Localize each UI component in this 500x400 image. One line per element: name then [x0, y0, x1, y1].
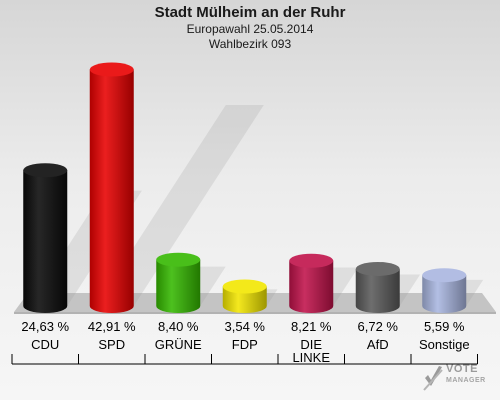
bar [222, 286, 267, 313]
bar [355, 268, 400, 313]
category-label: FDP [232, 337, 258, 352]
bar-shadow [95, 104, 264, 307]
vote-manager-logo: VOTE MANAGER [422, 362, 494, 396]
bar [289, 260, 334, 313]
value-labels: 24,63 % 42,91 % 8,40 % 3,54 % 8,21 % 6,72 % 5,… [21, 319, 465, 334]
bar-top [289, 253, 334, 268]
category-label: GRÜNE [155, 337, 202, 352]
bar [23, 170, 68, 313]
category-label: SPD [98, 337, 125, 352]
category-label: LINKE [292, 350, 330, 365]
chart-district: Wahlbezirk 093 [208, 37, 292, 51]
chart-header: Stadt Mülheim an der Ruhr Europawahl 25.… [0, 4, 500, 52]
value-label: 5,59 % [424, 319, 465, 334]
category-label: DIE [300, 337, 322, 352]
value-label: 42,91 % [88, 319, 136, 334]
logo-text: VOTE [446, 363, 478, 375]
bar-top [23, 163, 68, 178]
bar-top [222, 279, 267, 294]
vote-checkmark-icon [423, 366, 443, 391]
floor-front-edge [14, 312, 496, 314]
bar-top [355, 261, 400, 276]
bar [156, 259, 201, 313]
logo-subtext: MANAGER [446, 377, 486, 384]
category-label: CDU [31, 337, 59, 352]
chart-title: Stadt Mülheim an der Ruhr [154, 4, 346, 21]
bar-top [89, 62, 134, 77]
value-label: 6,72 % [358, 319, 399, 334]
value-label: 8,21 % [291, 319, 332, 334]
bar-top [156, 252, 201, 267]
bar [89, 69, 134, 313]
bar [422, 275, 467, 313]
category-label: AfD [367, 337, 389, 352]
category-label: Sonstige [419, 337, 470, 352]
value-label: 3,54 % [225, 319, 266, 334]
value-label: 24,63 % [21, 319, 69, 334]
chart-subtitle: Europawahl 25.05.2014 [186, 22, 314, 36]
value-label: 8,40 % [158, 319, 199, 334]
bar-top [422, 268, 467, 283]
bars [23, 62, 467, 313]
